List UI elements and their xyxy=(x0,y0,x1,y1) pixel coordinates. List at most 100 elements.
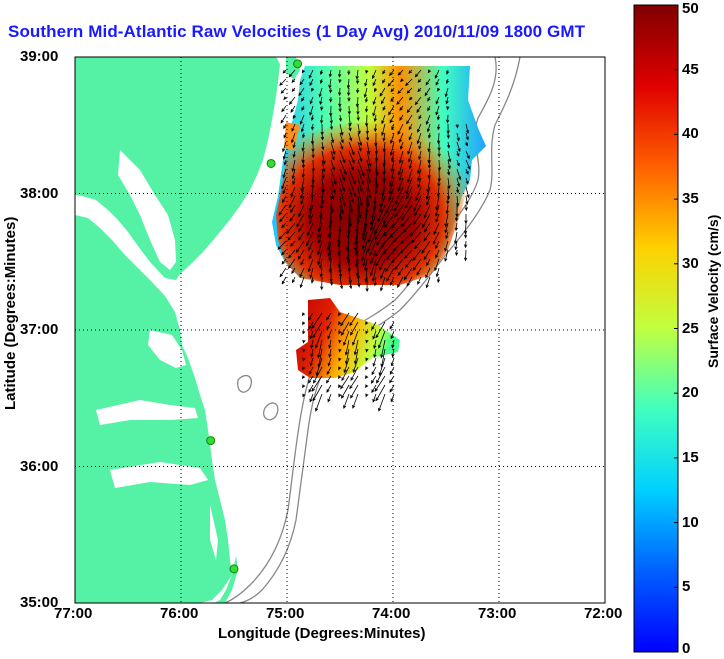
velocity-arrow xyxy=(402,222,413,233)
velocity-arrow xyxy=(381,123,386,137)
x-tick-label: 76:00 xyxy=(160,605,199,622)
velocity-arrow xyxy=(370,204,377,226)
velocity-arrow xyxy=(337,69,342,78)
velocity-arrow xyxy=(329,87,333,94)
velocity-arrow xyxy=(417,78,422,83)
velocity-arrow xyxy=(418,114,422,120)
velocity-arrow xyxy=(287,258,296,270)
velocity-arrow xyxy=(394,186,404,206)
velocity-arrow xyxy=(417,123,422,133)
velocity-arrow xyxy=(283,159,287,166)
colorbar-tick-label: 30 xyxy=(682,254,699,272)
station-marker xyxy=(266,158,276,168)
velocity-arrow xyxy=(327,330,332,340)
velocity-arrow xyxy=(463,249,468,262)
velocity-arrow xyxy=(379,195,386,213)
velocity-arrow xyxy=(340,312,350,327)
velocity-arrow xyxy=(357,123,361,135)
velocity-arrow xyxy=(372,393,377,403)
velocity-arrow xyxy=(369,213,377,231)
velocity-arrow xyxy=(320,132,325,141)
velocity-arrow xyxy=(378,393,386,412)
velocity-arrow xyxy=(413,213,422,226)
velocity-arrow xyxy=(298,231,305,241)
velocity-arrow xyxy=(291,168,296,180)
velocity-arrow xyxy=(301,105,305,112)
velocity-arrow xyxy=(366,150,372,167)
velocity-arrow xyxy=(437,87,441,92)
velocity-arrow xyxy=(330,141,336,156)
velocity-arrow xyxy=(370,249,377,265)
velocity-arrow xyxy=(326,312,332,321)
velocity-arrow xyxy=(373,114,377,123)
velocity-arrow xyxy=(321,177,326,193)
velocity-arrow xyxy=(356,114,360,122)
velocity-arrow xyxy=(363,258,368,272)
velocity-arrow xyxy=(310,339,314,349)
velocity-arrow xyxy=(389,366,395,375)
velocity-arrow xyxy=(380,276,386,292)
velocity-arrow xyxy=(298,222,305,232)
velocity-arrow xyxy=(312,321,323,339)
x-tick-label: 73:00 xyxy=(478,605,517,622)
velocity-arrow xyxy=(330,132,335,144)
velocity-arrow xyxy=(445,96,449,105)
velocity-arrow xyxy=(326,366,332,376)
velocity-arrow xyxy=(281,105,287,113)
velocity-arrow xyxy=(456,177,461,188)
velocity-arrow xyxy=(319,267,323,278)
colorbar-tick-label: 35 xyxy=(682,190,699,208)
velocity-arrow xyxy=(311,150,315,159)
velocity-arrow xyxy=(339,168,346,182)
velocity-arrow xyxy=(338,339,342,344)
velocity-arrow xyxy=(328,339,332,349)
velocity-arrow xyxy=(434,69,440,79)
velocity-arrow xyxy=(435,105,440,116)
velocity-arrow xyxy=(302,330,306,335)
velocity-arrow xyxy=(404,249,413,259)
velocity-arrow xyxy=(360,240,368,262)
velocity-arrow xyxy=(365,321,369,326)
velocity-arrow xyxy=(423,204,431,219)
velocity-arrow xyxy=(301,96,305,102)
x-axis-label: Longitude (Degrees:Minutes) xyxy=(218,625,426,642)
velocity-arrow xyxy=(447,150,452,163)
velocity-arrow xyxy=(301,375,306,380)
y-axis-label: Latitude (Degrees:Minutes) xyxy=(2,216,19,410)
velocity-arrow xyxy=(328,78,332,89)
velocity-arrow xyxy=(339,141,344,150)
velocity-arrow xyxy=(389,69,395,77)
velocity-arrow xyxy=(365,366,369,371)
velocity-arrow xyxy=(387,78,395,87)
velocity-arrow xyxy=(327,240,332,257)
velocity-arrow xyxy=(427,69,432,74)
velocity-arrow xyxy=(372,330,377,340)
velocity-arrow xyxy=(337,87,342,97)
velocity-arrow xyxy=(382,141,386,153)
velocity-arrow xyxy=(313,366,323,384)
velocity-arrow xyxy=(406,87,413,94)
velocity-arrow xyxy=(435,78,440,86)
velocity-arrow xyxy=(454,222,459,232)
velocity-arrow xyxy=(283,123,287,130)
velocity-arrow xyxy=(434,204,440,217)
velocity-arrow xyxy=(455,123,459,129)
velocity-arrow xyxy=(326,384,332,393)
velocity-arrow xyxy=(456,195,460,207)
velocity-arrow xyxy=(464,204,468,212)
velocity-arrow xyxy=(412,249,422,261)
velocity-arrow xyxy=(386,249,395,261)
velocity-arrow xyxy=(445,114,450,124)
velocity-arrow xyxy=(446,132,450,139)
velocity-arrow xyxy=(404,258,413,268)
velocity-arrow xyxy=(338,105,342,113)
velocity-arrow xyxy=(374,87,378,93)
velocity-arrow xyxy=(444,249,449,262)
velocity-arrow xyxy=(397,177,404,192)
velocity-arrow xyxy=(399,114,404,121)
velocity-arrow xyxy=(309,393,314,403)
velocity-arrow xyxy=(348,276,353,290)
velocity-arrow xyxy=(308,312,314,321)
velocity-arrow xyxy=(366,177,372,199)
